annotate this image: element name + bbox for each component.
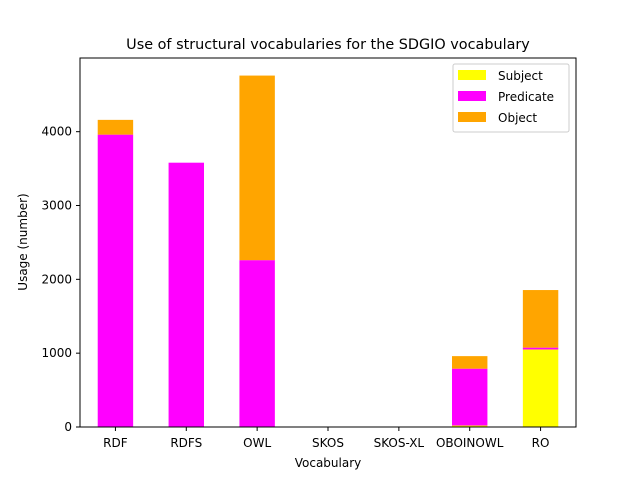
bar-oboinowl-subject xyxy=(452,425,488,427)
x-axis: RDF RDFS OWL SKOS SKOS-XL OBOINOWL RO xyxy=(103,427,549,450)
y-axis: 0 1000 2000 3000 4000 xyxy=(41,125,80,434)
bar-rdf-predicate xyxy=(97,134,134,427)
bar-rdfs-predicate xyxy=(168,162,204,427)
x-tick-label: SKOS xyxy=(312,436,344,450)
bars-group xyxy=(97,75,559,427)
legend-swatch-predicate xyxy=(458,91,486,101)
y-tick-label: 2000 xyxy=(41,272,72,286)
legend-label-object: Object xyxy=(498,111,537,125)
bar-ro-predicate xyxy=(522,347,559,350)
bar-oboinowl-object xyxy=(452,356,488,369)
plot-frame xyxy=(79,57,577,428)
y-axis-label: Usage (number) xyxy=(16,193,30,290)
legend-swatch-object xyxy=(458,112,486,122)
y-tick-label: 0 xyxy=(64,420,72,434)
x-axis-label: Vocabulary xyxy=(295,456,362,470)
x-tick-label: OBOINOWL xyxy=(436,436,504,450)
x-tick-label: RDFS xyxy=(170,436,202,450)
legend: Subject Predicate Object xyxy=(452,63,570,133)
y-tick-label: 3000 xyxy=(41,199,72,213)
bar-ro-object xyxy=(522,290,559,348)
x-tick-label: SKOS-XL xyxy=(374,436,425,450)
chart-title: Use of structural vocabularies for the S… xyxy=(126,37,530,53)
bar-owl-predicate xyxy=(239,260,275,427)
bar-oboinowl-predicate xyxy=(452,368,488,426)
bar-owl-object xyxy=(239,75,275,261)
bar-rdf-object xyxy=(97,119,134,135)
legend-label-predicate: Predicate xyxy=(498,90,554,104)
bar-ro-subject xyxy=(522,349,559,427)
x-tick-label: RO xyxy=(532,436,550,450)
y-tick-label: 4000 xyxy=(41,125,72,139)
y-tick-label: 1000 xyxy=(41,346,72,360)
legend-label-subject: Subject xyxy=(498,69,543,83)
x-tick-label: OWL xyxy=(243,436,271,450)
legend-swatch-subject xyxy=(458,70,486,80)
x-tick-label: RDF xyxy=(103,436,128,450)
